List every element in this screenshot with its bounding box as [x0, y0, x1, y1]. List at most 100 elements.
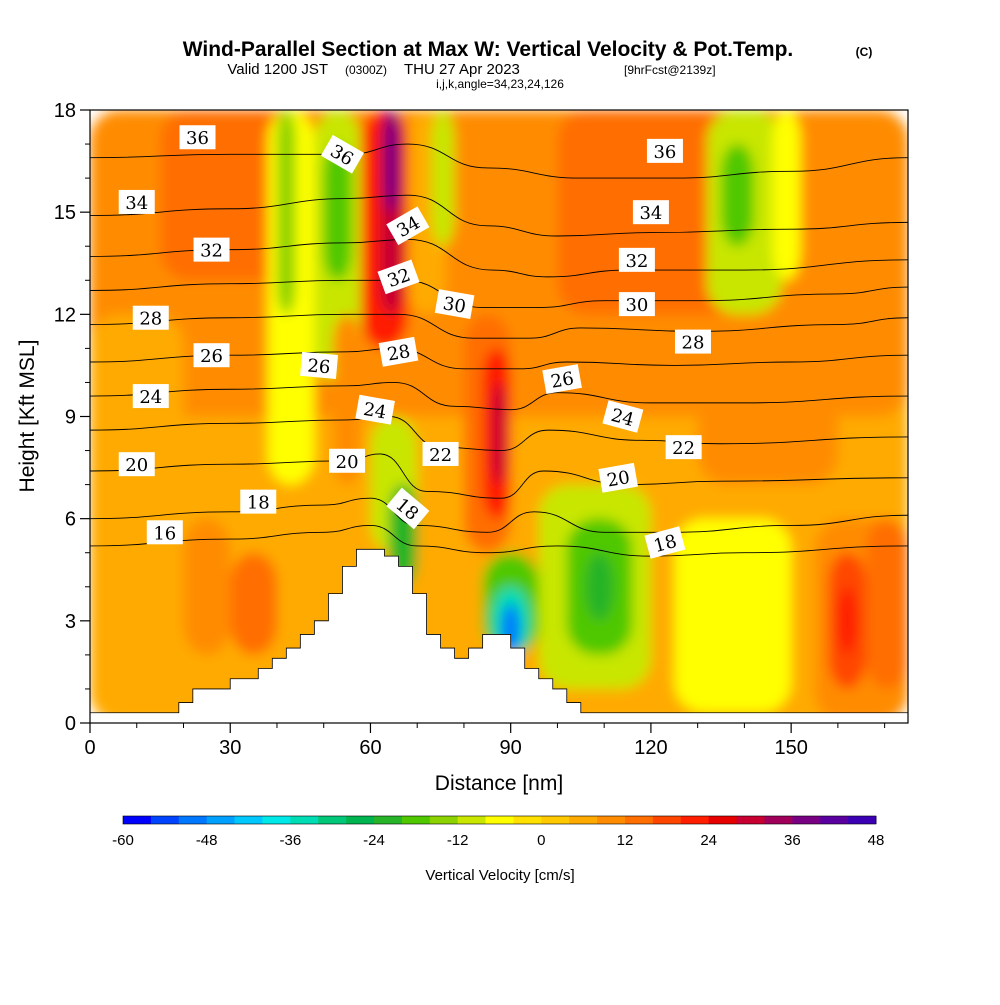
- colorbar-swatch: [401, 816, 431, 824]
- contour-label-text: 22: [672, 438, 695, 459]
- contour-label-text: 28: [386, 341, 412, 366]
- colorbar-swatch: [820, 816, 849, 824]
- contour-label-3: 34: [118, 189, 155, 214]
- colorbar-swatch: [652, 816, 682, 824]
- velocity-region-5: [90, 314, 184, 723]
- contour-label-text: 28: [682, 333, 705, 354]
- contour-label-20: 22: [422, 441, 459, 466]
- contour-label-24: 20: [598, 462, 639, 493]
- valid-time-zulu: (0300Z): [345, 63, 387, 77]
- colorbar-swatch: [680, 816, 710, 824]
- colorbar-swatch: [736, 816, 765, 824]
- contour-label-19: 24: [602, 400, 644, 433]
- contour-label-28: 16: [146, 520, 183, 545]
- contour-label-text: 34: [639, 203, 662, 224]
- contour-label-18: 24: [355, 394, 395, 425]
- colorbar-swatch: [150, 816, 180, 824]
- velocity-region-36: [230, 552, 277, 655]
- contour-label-13: 28: [674, 329, 711, 354]
- colorbar-swatch: [234, 816, 263, 824]
- contour-label-0: 36: [179, 125, 216, 150]
- y-tick-label: 12: [54, 304, 76, 326]
- velocity-region-24: [491, 382, 507, 485]
- y-axis-title: Height [Kft MSL]: [16, 340, 39, 493]
- contour-label-text: 24: [139, 387, 162, 408]
- colorbar-swatch: [848, 816, 877, 824]
- chart-title: Wind-Parallel Section at Max W: Vertical…: [183, 38, 794, 61]
- colorbar-swatch: [457, 816, 487, 824]
- contour-label-text: 32: [200, 241, 223, 262]
- contour-label-text: 36: [653, 142, 676, 163]
- contour-label-21: 22: [665, 435, 702, 460]
- velocity-region-4: [697, 382, 838, 485]
- contour-label-10: 30: [618, 292, 655, 317]
- colorbar-swatch: [318, 816, 347, 824]
- terrain-mask: [90, 548, 908, 723]
- colorbar-tick-label: 12: [617, 832, 634, 849]
- copyright-mark: (C): [856, 45, 873, 59]
- x-axis-title: Distance [nm]: [435, 772, 563, 795]
- colorbar-title: Vertical Velocity [cm/s]: [425, 867, 574, 884]
- velocity-region-34: [772, 110, 801, 281]
- colorbar-swatch: [541, 816, 570, 824]
- colorbar-tick-label: 36: [784, 832, 801, 849]
- theta-contour-16: [90, 525, 908, 557]
- colorbar-swatch: [429, 816, 459, 824]
- y-tick-label: 9: [65, 407, 76, 429]
- y-tick-label: 3: [65, 611, 76, 633]
- colorbar-swatch: [708, 816, 738, 824]
- colorbar-swatch: [597, 816, 626, 824]
- colorbar-frame: [122, 815, 877, 825]
- colorbar: -60 -48 -36 -24 -12 0 12 24 36 48: [112, 815, 885, 849]
- theta-contour-34: [90, 194, 908, 237]
- colorbar-swatch: [178, 816, 208, 824]
- theta-contour-36: [90, 143, 908, 179]
- colorbar-tick-label: -24: [363, 832, 385, 849]
- vertical-velocity-field: [90, 110, 908, 723]
- colorbar-swatch: [764, 816, 793, 824]
- x-tick-label: 60: [359, 737, 381, 759]
- x-axis: 0 30 60 90 120 150: [84, 723, 886, 759]
- colorbar-tick-label: -12: [447, 832, 469, 849]
- colorbar-swatch: [569, 816, 598, 824]
- contour-label-text: 26: [200, 346, 223, 367]
- grid-indices: i,j,k,angle=34,23,24,126: [436, 77, 564, 91]
- velocity-region-14: [333, 314, 362, 485]
- contour-label-11: 28: [132, 305, 169, 330]
- contour-label-6: 32: [193, 237, 230, 262]
- y-tick-label: 18: [54, 100, 76, 122]
- contour-label-9: 30: [434, 289, 475, 320]
- theta-contour-24: [90, 381, 908, 411]
- contour-label-25: 18: [240, 489, 277, 514]
- colorbar-tick-label: 48: [868, 832, 885, 849]
- contour-label-17: 24: [132, 384, 169, 409]
- y-tick-label: 6: [65, 509, 76, 531]
- velocity-region-19: [431, 110, 455, 247]
- x-tick-label: 0: [84, 737, 95, 759]
- contour-label-text: 16: [153, 523, 176, 544]
- contour-label-23: 20: [329, 448, 366, 473]
- contour-label-text: 20: [336, 452, 359, 473]
- contour-label-text: 30: [625, 295, 648, 316]
- contour-label-5: 34: [632, 200, 669, 225]
- y-tick-label: 15: [54, 202, 76, 224]
- colorbar-swatch: [485, 816, 514, 824]
- velocity-region-35: [183, 518, 231, 655]
- x-tick-label: 120: [634, 737, 667, 759]
- y-axis: 0 3 6 9 12 15 18: [54, 100, 90, 735]
- contour-label-text: 36: [186, 128, 209, 149]
- contour-label-22: 20: [118, 452, 155, 477]
- theta-contour-32: [90, 238, 908, 278]
- colorbar-swatch: [262, 816, 291, 824]
- colorbar-swatch: [346, 816, 375, 824]
- x-tick-label: 30: [219, 737, 241, 759]
- theta-contour-28: [90, 313, 908, 339]
- colorbar-swatch: [792, 816, 821, 824]
- x-tick-label: 90: [500, 737, 522, 759]
- colorbar-tick-label: -48: [196, 832, 218, 849]
- colorbar-swatch: [123, 816, 152, 824]
- theta-contour-26: [90, 347, 908, 370]
